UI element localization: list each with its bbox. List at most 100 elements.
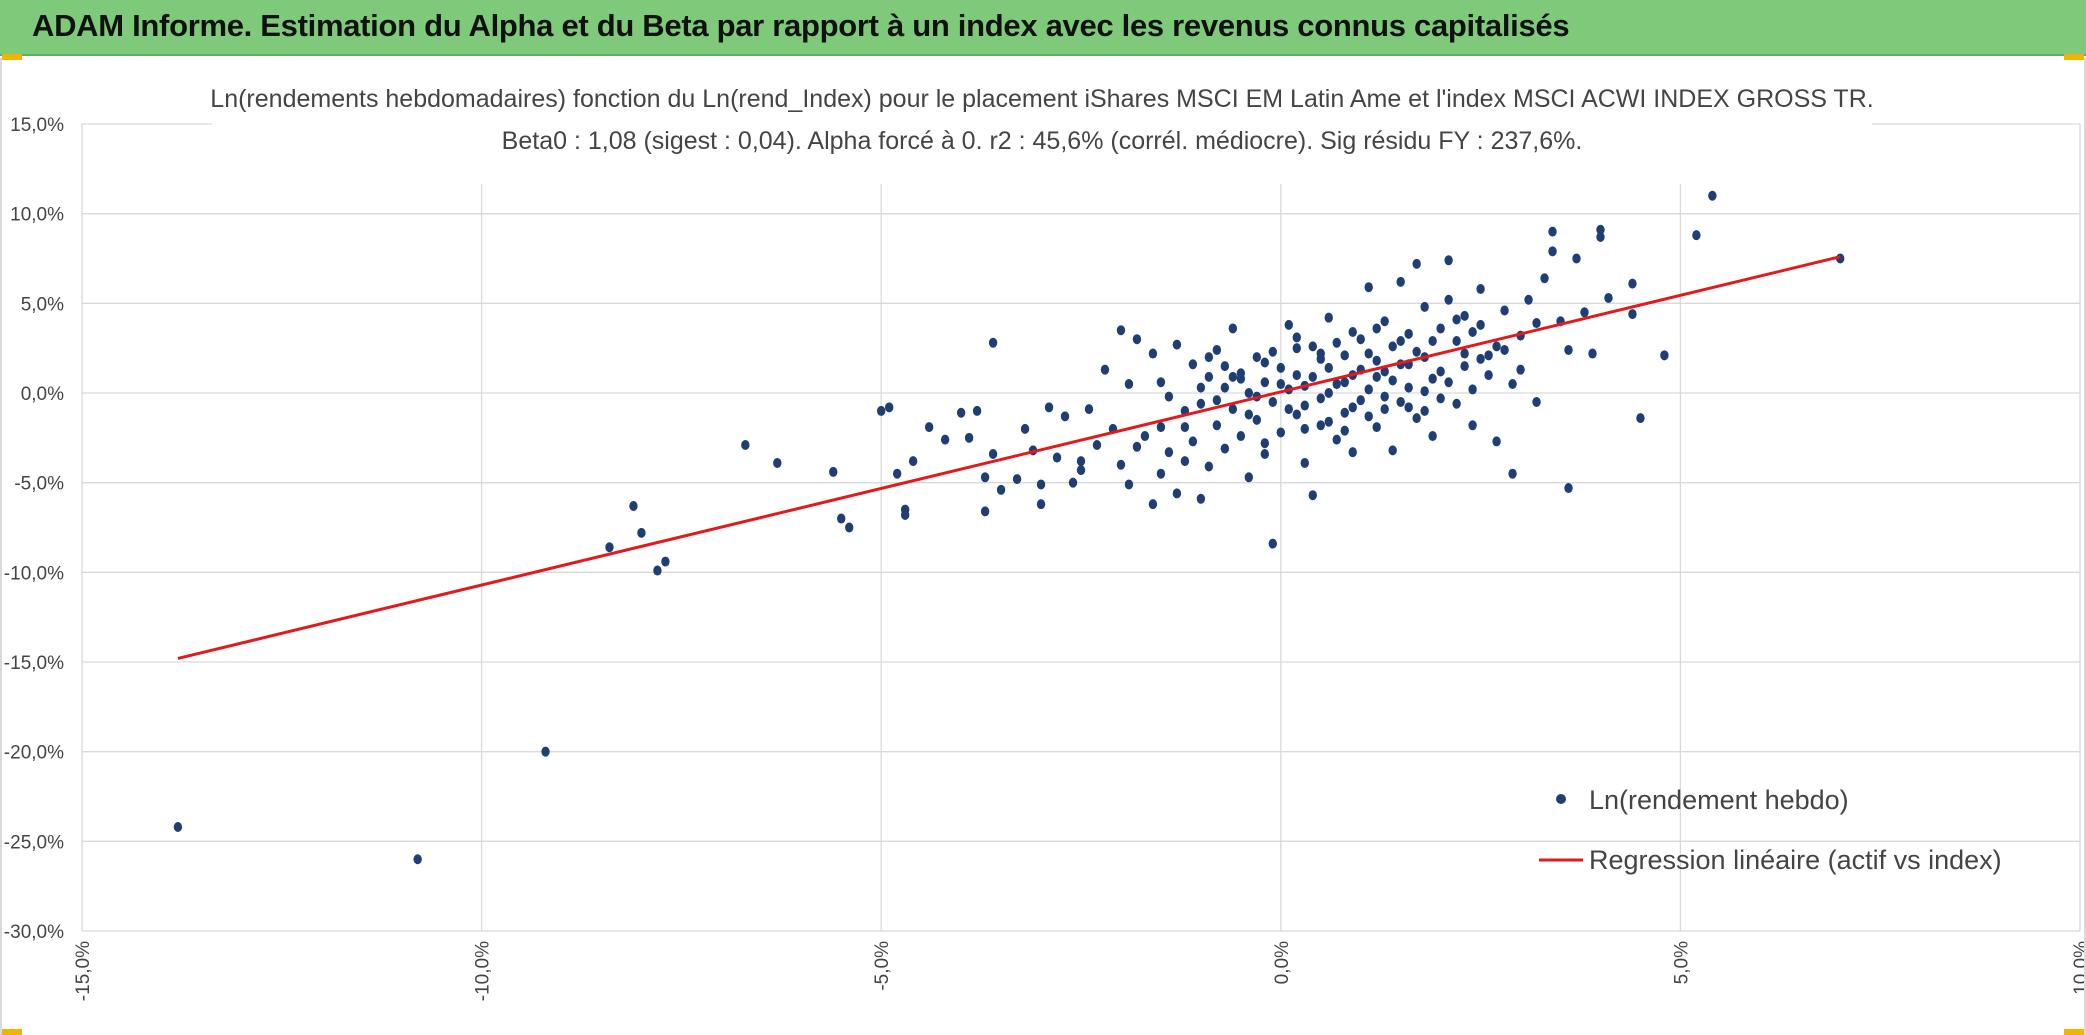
data-point [1420, 301, 1429, 312]
data-point [1212, 395, 1222, 406]
data-point [1420, 386, 1429, 397]
data-point [1276, 379, 1286, 390]
data-point [1220, 443, 1230, 454]
data-point [1396, 335, 1405, 346]
data-point [1628, 309, 1637, 320]
axis-labels: 15,0% 10,0% 5,0% 0,0% -5,0% -10,0% -15,0% -20,0… [4, 115, 2084, 1001]
data-point [1404, 402, 1413, 413]
data-point [1156, 468, 1166, 479]
data-point [1252, 414, 1262, 425]
data-point [956, 407, 966, 418]
data-point [1660, 350, 1669, 361]
scatter-chart: Ln(rendements hebdomadaires) fonction du… [4, 85, 2084, 1001]
data-point [1340, 407, 1349, 418]
data-point [637, 527, 646, 538]
x-tick-label: -15,0% [73, 941, 94, 1001]
data-point [1148, 499, 1158, 510]
data-point [1260, 438, 1270, 449]
x-tick-label: 10,0% [2071, 941, 2084, 995]
data-point [1308, 490, 1317, 501]
data-point [1060, 411, 1070, 422]
data-point [1324, 362, 1333, 373]
data-point [1436, 366, 1445, 377]
data-point [1244, 388, 1254, 398]
data-point [1172, 339, 1182, 350]
data-point [1268, 538, 1278, 549]
data-point [1156, 377, 1166, 388]
data-point [1260, 377, 1270, 388]
y-tick-label: -5,0% [14, 474, 64, 495]
y-tick-label: 10,0% [10, 205, 64, 226]
data-point [1508, 379, 1517, 390]
data-point [1540, 273, 1549, 284]
data-point [1372, 422, 1381, 433]
data-point [837, 513, 846, 524]
x-tick-label: 5,0% [1671, 941, 1692, 984]
data-point [1340, 377, 1349, 388]
y-tick-label: 0,0% [21, 384, 64, 405]
data-point [1316, 393, 1325, 404]
data-point [1476, 319, 1485, 330]
data-point [1396, 276, 1405, 287]
corner-marker [2, 54, 22, 60]
data-point [1020, 423, 1030, 434]
y-tick-label: 5,0% [21, 294, 64, 315]
data-point [1444, 377, 1453, 388]
data-point [541, 746, 550, 757]
data-point [1404, 382, 1413, 393]
data-point [1204, 371, 1214, 382]
data-point [1292, 370, 1301, 381]
data-point [1596, 231, 1605, 242]
data-point [988, 337, 998, 348]
data-point [1308, 341, 1317, 352]
data-point [1572, 253, 1581, 264]
data-point [1284, 404, 1293, 415]
data-point [1548, 246, 1557, 257]
chart-area: Ln(rendements hebdomadaires) fonction du… [0, 54, 2086, 1035]
data-point [877, 405, 886, 416]
data-point [1140, 431, 1150, 442]
data-point [1076, 456, 1086, 467]
chart-title: Ln(rendements hebdomadaires) fonction du… [210, 85, 1873, 113]
data-point [1492, 341, 1501, 352]
data-point [988, 448, 998, 459]
data-point [1452, 398, 1461, 409]
data-point [1204, 352, 1214, 363]
data-point [1372, 355, 1381, 366]
data-point [1404, 328, 1413, 339]
data-point [1044, 402, 1054, 413]
data-point [661, 556, 670, 567]
data-point [1708, 190, 1717, 201]
data-point [1324, 312, 1333, 323]
data-point [829, 466, 838, 477]
x-tick-label: -5,0% [872, 941, 893, 991]
data-point [1244, 409, 1254, 420]
data-point [1220, 382, 1230, 393]
data-point [1068, 477, 1078, 488]
data-point [1164, 391, 1174, 402]
data-point [1484, 350, 1493, 361]
data-point [1308, 371, 1317, 382]
data-point [1364, 282, 1373, 293]
data-point [1444, 294, 1453, 305]
data-point [1124, 479, 1134, 490]
data-point [964, 432, 974, 443]
legend-marker-points [1556, 794, 1566, 804]
data-point [1396, 396, 1405, 407]
data-point [1212, 344, 1222, 355]
data-point [1348, 402, 1357, 413]
y-tick-label: -20,0% [4, 743, 64, 764]
regression-line [177, 255, 1841, 660]
data-point [1564, 344, 1573, 355]
data-point [1356, 395, 1365, 406]
data-point [1460, 361, 1469, 372]
data-point [1412, 413, 1421, 424]
data-point [1124, 379, 1134, 390]
data-point [1484, 370, 1493, 381]
chart-subtitle: Beta0 : 1,08 (sigest : 0,04). Alpha forc… [502, 127, 1583, 155]
data-point [413, 854, 422, 865]
legend: Ln(rendement hebdo) Regression linéaire … [1539, 785, 2002, 875]
data-point [1348, 327, 1357, 338]
data-point [1364, 348, 1373, 359]
data-point [1468, 420, 1477, 431]
